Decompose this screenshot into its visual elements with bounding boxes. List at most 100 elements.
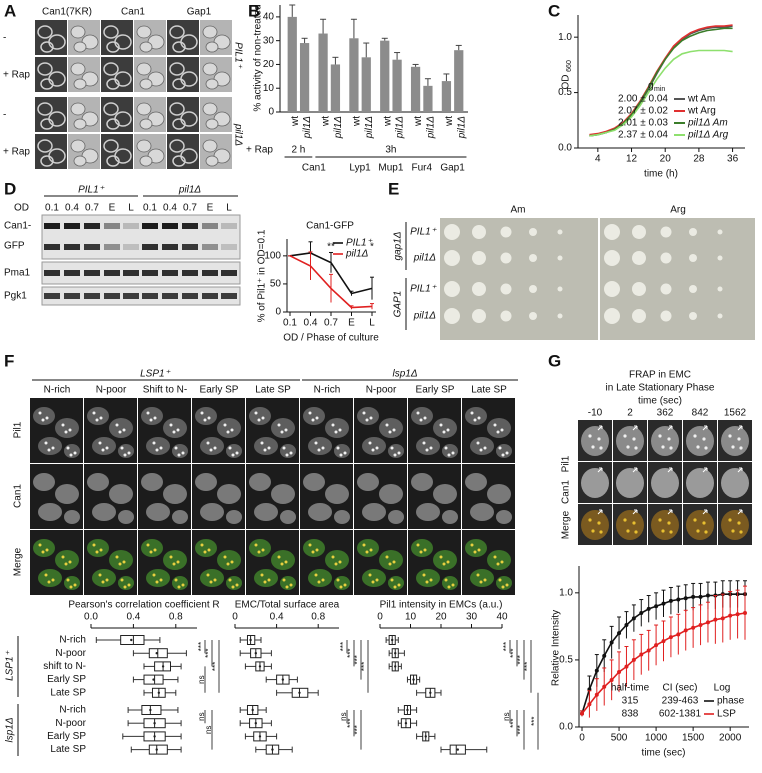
x-tick-label: E [348, 318, 355, 329]
arrow [702, 467, 708, 473]
emc-spot [61, 423, 65, 427]
emc-spot [203, 418, 207, 422]
cell [411, 539, 433, 557]
arrow [667, 467, 673, 473]
y-axis-label: % activity of non-treated [253, 4, 264, 111]
legend-header: CI (sec) [663, 683, 698, 694]
cell [721, 510, 749, 540]
mean [153, 722, 156, 725]
band [202, 223, 218, 229]
emc-spot [115, 555, 119, 559]
arrow [632, 425, 638, 431]
panel-label: E [388, 179, 399, 198]
emc-spot [115, 423, 119, 427]
cell [40, 118, 54, 130]
x-tick-label: 20 [660, 154, 672, 165]
emc-spot [176, 560, 180, 564]
cell [70, 62, 86, 76]
spot [444, 308, 460, 324]
emc-spot [308, 411, 312, 415]
spot [444, 281, 460, 297]
emc-spot [397, 451, 401, 455]
band [104, 293, 120, 299]
lane-label: L [226, 203, 232, 214]
emc-spot [477, 548, 481, 552]
cell [581, 510, 609, 540]
cell [70, 25, 86, 39]
cell [202, 102, 218, 116]
genotype-label: PIL1⁺ [78, 185, 105, 196]
emc-spot [200, 543, 204, 547]
cell [686, 468, 714, 498]
cell [487, 550, 511, 570]
emc-spot [419, 418, 423, 422]
x-tick-label: 0.4 [304, 318, 318, 329]
group-label: lsp1Δ [5, 717, 16, 742]
emc-spot [73, 583, 77, 587]
band [123, 293, 139, 299]
band [64, 270, 80, 276]
cell [416, 569, 440, 587]
lane-label: 0.4 [163, 203, 177, 214]
cell [146, 569, 170, 587]
emc-spot [338, 560, 342, 564]
plate [600, 218, 755, 340]
significance-label: ns [339, 712, 348, 720]
band [44, 293, 60, 299]
column-label: Can1(7KR) [42, 7, 92, 18]
emc-spot [496, 430, 500, 434]
emc-spot [693, 518, 697, 522]
blot [41, 261, 241, 285]
emc-spot [315, 548, 319, 552]
band [162, 293, 178, 299]
row-label: Early SP [47, 674, 86, 685]
significance-label: *** [353, 655, 362, 664]
emc-spot [470, 411, 474, 415]
cell [103, 62, 119, 76]
mean [155, 748, 158, 751]
emc-spot [123, 453, 127, 457]
band [221, 223, 237, 229]
column-label: Arg [670, 205, 686, 216]
cell [73, 78, 87, 90]
emc-spot [231, 585, 235, 589]
emc-spot [92, 543, 96, 547]
y-tick-label: 0 [275, 307, 281, 318]
emc-spot [146, 543, 150, 547]
emc-spot [261, 548, 265, 552]
emc-spot [223, 423, 227, 427]
legend-header: Log [714, 683, 731, 694]
x-tick-label: 36 [727, 154, 739, 165]
cell [249, 539, 271, 557]
emc-spot [263, 448, 267, 452]
emc-spot [362, 543, 366, 547]
genotype-label: PIL1⁺ [410, 284, 437, 295]
row-label: Late SP [50, 744, 86, 755]
data-line [581, 612, 746, 715]
emc-spot [493, 555, 497, 559]
spot [660, 310, 672, 322]
x-tick-label: 2000 [719, 733, 742, 744]
mean [456, 748, 459, 751]
panel-label: D [4, 179, 16, 198]
emc-spot [669, 446, 673, 450]
legend-title: g [648, 81, 654, 92]
significance-label: *** [516, 725, 525, 734]
cell [271, 418, 295, 438]
mean [391, 638, 394, 642]
significance-label: ns [197, 675, 206, 683]
spot [604, 250, 620, 266]
emc-spot [661, 445, 665, 449]
x-tick-label: wt [382, 116, 393, 127]
emc-spot [728, 434, 732, 438]
emc-spot [388, 562, 392, 566]
emc-spot [626, 445, 630, 449]
emc-spot [41, 550, 45, 554]
plate [440, 218, 598, 340]
emc-spot [702, 521, 706, 525]
emc-spot [501, 453, 505, 457]
emc-spot [343, 583, 347, 587]
band [44, 270, 60, 276]
legend-value: 239-463 [662, 696, 699, 707]
emc-spot [623, 518, 627, 522]
